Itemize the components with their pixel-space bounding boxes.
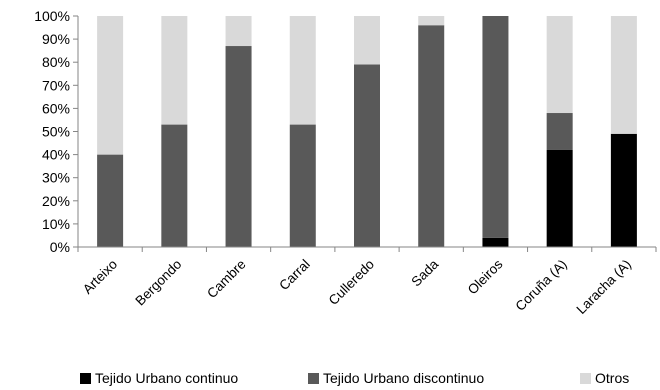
x-category-label: Bergondo <box>132 257 184 309</box>
bar-segment-0 <box>610 133 637 247</box>
bar-segment-1 <box>418 25 445 247</box>
x-category-label: Carral <box>276 257 313 294</box>
x-category-label: Arteixo <box>80 257 120 297</box>
y-tick-label: 70% <box>42 77 70 93</box>
bar-segment-1 <box>225 46 252 247</box>
y-tick-label: 60% <box>42 100 70 116</box>
bar-segment-1 <box>546 113 573 150</box>
bar-segment-2 <box>418 16 445 26</box>
legend: Tejido Urbano continuo Tejido Urbano dis… <box>0 370 660 388</box>
y-tick-label: 40% <box>42 147 70 163</box>
y-tick-label: 20% <box>42 193 70 209</box>
legend-label-otros: Otros <box>595 370 630 386</box>
legend-label-discontinuo: Tejido Urbano discontinuo <box>323 370 485 386</box>
legend-swatch-discontinuo <box>308 372 319 384</box>
y-tick-label: 50% <box>42 124 70 140</box>
bars <box>97 16 637 247</box>
bar-segment-0 <box>482 237 509 247</box>
bar-segment-2 <box>161 16 188 125</box>
x-category-label: Coruña (A) <box>512 257 569 314</box>
legend-item-continuo: Tejido Urbano continuo <box>80 370 238 386</box>
bar-segment-1 <box>97 154 124 247</box>
y-tick-label: 100% <box>34 8 70 24</box>
bar-segment-1 <box>289 124 316 247</box>
x-category-label: Sada <box>408 256 441 289</box>
legend-swatch-otros <box>580 372 591 384</box>
axes <box>77 16 657 252</box>
legend-label-continuo: Tejido Urbano continuo <box>95 370 239 386</box>
x-category-label: Cambre <box>204 257 249 302</box>
bar-segment-2 <box>546 16 573 114</box>
bar-segment-2 <box>225 16 252 47</box>
y-tick-label: 0% <box>50 239 70 255</box>
y-axis-ticks: 0% 10% 20% 30% 40% 50% 60% 70% 80% 90% 100% <box>34 8 78 255</box>
bar-segment-0 <box>546 149 573 247</box>
y-tick-label: 80% <box>42 54 70 70</box>
bar-segment-2 <box>289 16 316 125</box>
bar-segment-2 <box>97 16 124 155</box>
y-tick-label: 90% <box>42 31 70 47</box>
bar-segment-2 <box>354 16 380 65</box>
legend-swatch-continuo <box>80 372 91 384</box>
x-category-label: Culleredo <box>326 257 377 308</box>
x-category-label: Laracha (A) <box>574 257 634 317</box>
bar-segment-2 <box>610 16 637 134</box>
x-category-label: Oleiros <box>465 256 506 297</box>
legend-item-otros: Otros <box>580 370 629 386</box>
bar-segment-1 <box>482 16 509 238</box>
x-axis-labels: Arteixo Bergondo Cambre Carral Culleredo Sada… <box>80 256 634 317</box>
legend-item-discontinuo: Tejido Urbano discontinuo <box>308 370 484 386</box>
bar-segment-1 <box>354 64 380 247</box>
bar-segment-1 <box>161 124 188 247</box>
y-tick-label: 10% <box>42 216 70 232</box>
y-tick-label: 30% <box>42 170 70 186</box>
